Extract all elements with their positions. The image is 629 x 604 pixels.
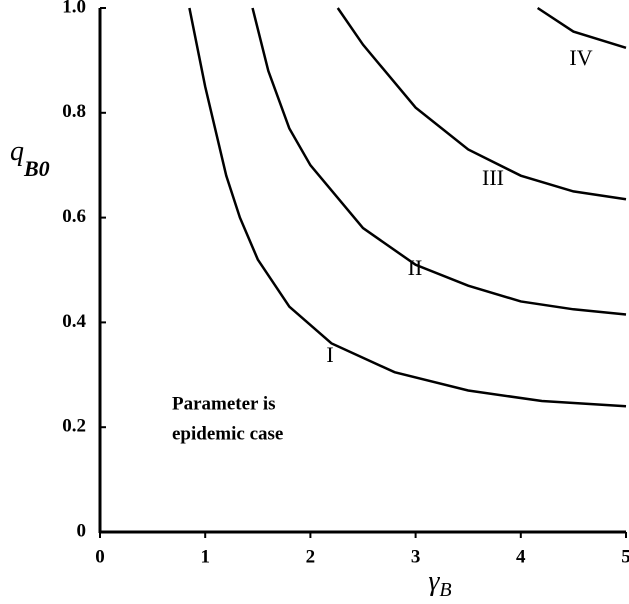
curve [188, 7, 627, 408]
curve-label: III [482, 165, 504, 190]
curve [251, 7, 627, 316]
x-tick-label: 1 [200, 546, 210, 567]
y-tick-label: 0.2 [62, 416, 86, 437]
y-tick-label: 0.4 [62, 311, 86, 332]
x-axis-label-sub: B [439, 579, 451, 601]
x-axis-label-main: γ [428, 566, 440, 597]
curve-label: I [326, 342, 333, 367]
x-tick-label: 4 [516, 546, 526, 567]
y-axis-label: qB0 [10, 136, 50, 181]
x-tick-label: 5 [621, 546, 629, 567]
x-tick-label: 2 [306, 546, 316, 567]
y-tick-label: 0 [77, 520, 87, 541]
x-tick-label: 0 [95, 546, 105, 567]
curve [536, 6, 627, 50]
y-axis-label-main: q [10, 136, 24, 167]
curve-label: II [408, 255, 423, 280]
y-tick-label: 0.8 [62, 101, 86, 122]
curve-label: IV [569, 45, 592, 70]
x-tick-label: 3 [411, 546, 421, 567]
annotation: Parameter is [172, 393, 276, 414]
y-tick-label: 1.0 [62, 0, 86, 17]
x-axis-label: γB [428, 566, 451, 601]
annotation: epidemic case [172, 423, 283, 444]
curve [336, 7, 627, 201]
y-axis-label-sub: B0 [23, 156, 50, 181]
y-tick-label: 0.6 [62, 206, 86, 227]
